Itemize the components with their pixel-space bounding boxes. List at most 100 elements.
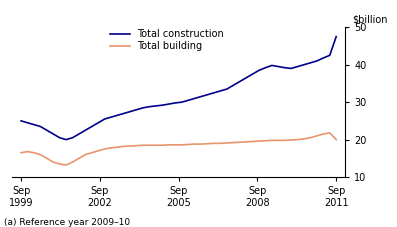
Total building (147, 144, 152, 147)
Total construction (102, 118, 107, 120)
Total construction (77, 133, 81, 135)
Total construction (109, 116, 114, 118)
Total building (109, 146, 114, 149)
Line: Total construction: Total construction (21, 37, 336, 140)
Total building (199, 143, 204, 146)
Total building (70, 161, 75, 163)
Total building (250, 140, 255, 143)
Total building (102, 148, 107, 150)
Total building (89, 151, 94, 154)
Total building (115, 146, 120, 148)
Total building (25, 150, 30, 153)
Total construction (167, 103, 172, 105)
Legend: Total construction, Total building: Total construction, Total building (110, 29, 224, 51)
Total building (212, 142, 216, 145)
Total building (128, 145, 133, 147)
Total construction (250, 73, 255, 75)
Total construction (51, 133, 56, 135)
Total building (328, 131, 332, 134)
Total building (154, 144, 158, 147)
Total construction (57, 136, 62, 139)
Total building (77, 157, 81, 160)
Total building (224, 142, 229, 144)
Total construction (321, 57, 326, 59)
Total construction (115, 114, 120, 117)
Total building (32, 151, 37, 154)
Total building (282, 139, 287, 142)
Total construction (334, 35, 339, 38)
Total building (205, 142, 210, 145)
Total construction (308, 62, 313, 64)
Total building (334, 138, 339, 141)
Total construction (302, 63, 306, 66)
Total construction (276, 65, 281, 68)
Total building (270, 139, 274, 142)
Total building (263, 139, 268, 142)
Total building (244, 141, 249, 143)
Total building (231, 141, 236, 144)
Total construction (96, 121, 101, 124)
Total construction (186, 99, 191, 102)
Total construction (199, 95, 204, 98)
Total construction (70, 136, 75, 139)
Total building (51, 161, 56, 163)
Total construction (25, 121, 30, 124)
Total construction (237, 80, 242, 83)
Total construction (19, 120, 23, 122)
Total construction (179, 101, 184, 104)
Total construction (192, 97, 197, 100)
Total building (308, 136, 313, 139)
Total building (57, 163, 62, 165)
Total construction (154, 104, 158, 107)
Total construction (38, 125, 43, 128)
Total building (19, 151, 23, 154)
Total construction (205, 93, 210, 96)
Total construction (270, 64, 274, 67)
Total construction (32, 123, 37, 126)
Total building (186, 143, 191, 146)
Total building (167, 143, 172, 146)
Total construction (173, 101, 178, 104)
Text: $billion: $billion (352, 15, 388, 25)
Total building (295, 138, 300, 141)
Total construction (160, 104, 165, 106)
Total building (173, 143, 178, 146)
Total building (160, 144, 165, 147)
Total building (64, 164, 69, 166)
Total construction (328, 54, 332, 57)
Total construction (263, 66, 268, 69)
Total building (179, 143, 184, 146)
Text: (a) Reference year 2009–10: (a) Reference year 2009–10 (4, 218, 130, 227)
Total building (83, 153, 88, 156)
Total construction (314, 60, 319, 62)
Line: Total building: Total building (21, 133, 336, 165)
Total building (121, 145, 126, 148)
Total construction (212, 91, 216, 94)
Total building (302, 138, 306, 140)
Total building (192, 143, 197, 146)
Total building (44, 157, 49, 160)
Total building (237, 141, 242, 144)
Total construction (289, 67, 293, 70)
Total construction (224, 88, 229, 90)
Total building (276, 139, 281, 142)
Total construction (147, 105, 152, 108)
Total construction (83, 129, 88, 132)
Total construction (295, 65, 300, 68)
Total building (141, 144, 146, 147)
Total building (321, 133, 326, 135)
Total construction (256, 69, 261, 72)
Total construction (64, 138, 69, 141)
Total building (289, 139, 293, 141)
Total building (314, 134, 319, 137)
Total building (38, 153, 43, 156)
Total construction (135, 108, 139, 111)
Total construction (89, 125, 94, 128)
Total construction (231, 84, 236, 87)
Total construction (218, 90, 223, 92)
Total construction (121, 112, 126, 115)
Total construction (244, 76, 249, 79)
Total building (256, 140, 261, 143)
Total building (218, 142, 223, 145)
Total construction (141, 106, 146, 109)
